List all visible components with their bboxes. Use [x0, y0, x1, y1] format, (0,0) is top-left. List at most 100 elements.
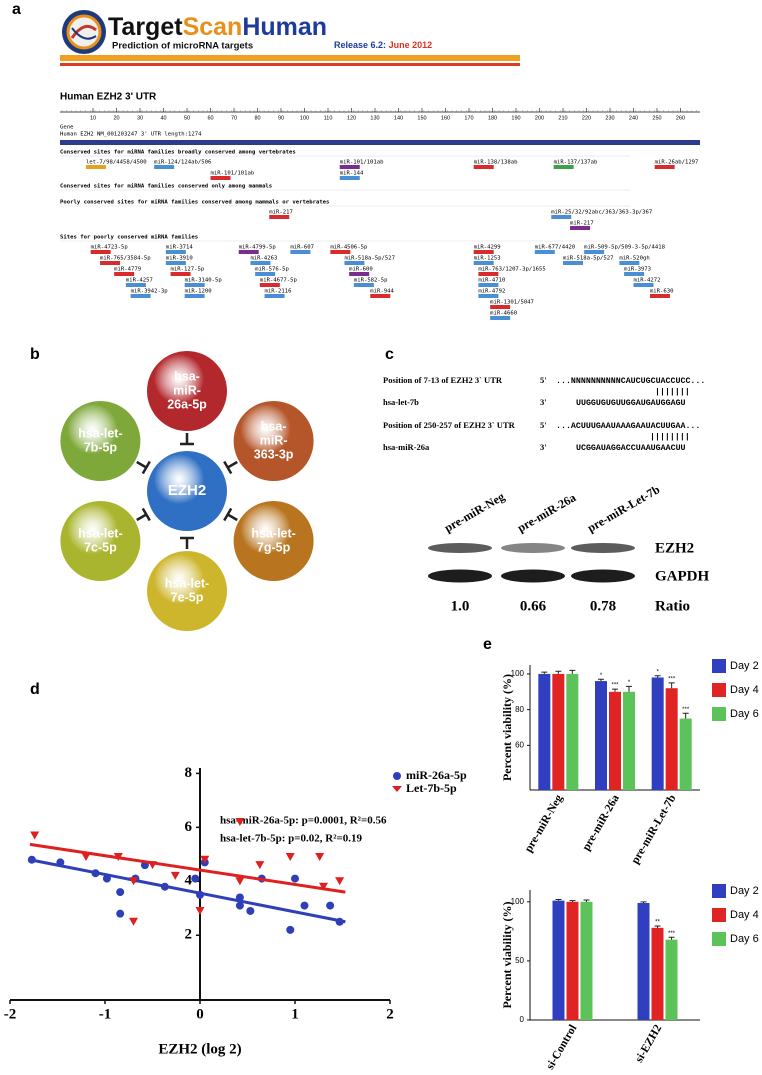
gene-header: Gene: [60, 125, 74, 131]
site-bar: [654, 165, 675, 169]
x-tick-label: pre-miR-Neg: [523, 793, 566, 855]
mirna-node: [147, 351, 227, 431]
y-tick-label: 0: [520, 1015, 525, 1024]
data-point: [129, 877, 138, 886]
site-bar: [478, 283, 499, 287]
legend-label: Day 4: [730, 684, 759, 696]
protein-label: EZH2: [655, 540, 694, 556]
site-label: miR-4677-5p: [260, 278, 298, 284]
inhibition-bar: [223, 507, 233, 522]
site-bar: [478, 294, 499, 298]
utr-sequence: ...ACUUUGAAUAAAGAAUACUUGAA...: [556, 422, 700, 431]
site-label: miR-1200: [185, 289, 212, 295]
logo-core: [66, 14, 102, 50]
site-bar: [551, 215, 572, 219]
bar: [609, 691, 621, 790]
mirna-label: miR-: [260, 433, 288, 447]
release: Release 6.2: June 2012: [334, 40, 432, 50]
site-label: miR-137/137ab: [554, 160, 598, 166]
site-bar: [184, 294, 205, 298]
data-point: [30, 831, 40, 840]
blot-band: [428, 569, 492, 583]
blot-band: [501, 569, 565, 583]
mirna-label: miR-: [173, 383, 201, 397]
logo-part: Scan: [183, 13, 243, 41]
ruler-label: 140: [394, 115, 403, 121]
data-point: [116, 888, 125, 897]
fit-line: [29, 858, 346, 924]
legend-label: miR-26a-5p: [406, 768, 467, 782]
mirna-node: [147, 551, 227, 631]
ruler-label: 110: [324, 115, 333, 121]
legend-swatch: [712, 659, 726, 673]
ratio-label: Ratio: [655, 598, 690, 614]
site-label: miR-127-5p: [171, 267, 205, 273]
ezh2-node: [147, 451, 227, 531]
data-point: [285, 853, 295, 862]
blot-band: [571, 543, 635, 553]
site-bar: [259, 283, 280, 287]
ruler-label: 240: [629, 115, 638, 121]
site-bar: [478, 272, 499, 276]
site-bar: [90, 250, 111, 254]
significance-label: ***: [682, 707, 690, 713]
ruler-label: 90: [278, 115, 284, 121]
alignment-label: hsa-miR-26a: [383, 442, 430, 452]
site-label: miR-607: [290, 245, 314, 251]
data-point: [300, 901, 309, 910]
mirna-sequence: UUGGUGUGUUGGAUGAUGGAGU: [576, 399, 686, 408]
alignment-label: Position of 250-257 of EZH2 3` UTR: [383, 420, 516, 430]
alignment-label: Position of 7-13 of EZH2 3` UTR: [383, 375, 503, 385]
site-label: miR-944: [370, 289, 394, 295]
bar: [665, 939, 678, 1020]
legend-marker: [392, 786, 402, 792]
site-label: miR-26ab/1297: [655, 160, 699, 166]
y-tick-label: 100: [511, 669, 525, 678]
blot-band: [571, 569, 635, 583]
legend-marker: [393, 772, 401, 780]
logo-helix: [70, 24, 97, 39]
error-bar: [598, 678, 604, 682]
site-label: miR-4660: [490, 311, 517, 317]
stat-annotation: hsa-miR-26a-5p: p=0.0001, R²=0.56: [220, 815, 387, 827]
mirna-node: [233, 401, 314, 481]
mirna-label: 7c-5p: [84, 540, 117, 554]
ratio-value: 0.66: [520, 598, 547, 614]
panel-letter: c: [385, 346, 394, 363]
site-label: miR-4710: [478, 278, 505, 284]
site-label: miR-518a-5p/527: [563, 256, 614, 262]
site-bar: [633, 283, 654, 287]
data-point: [319, 882, 328, 891]
gene-name: Human EZH2 NM_001203247 3' UTR length:12…: [60, 132, 202, 138]
site-label: miR-4792: [478, 289, 505, 295]
panel-letter: e: [483, 636, 492, 653]
y-tick-label: 100: [511, 897, 525, 906]
bar: [552, 673, 565, 790]
site-label: miR-4257: [126, 278, 153, 284]
ruler-label: 230: [605, 115, 614, 121]
site-label: miR-3942-3p: [131, 289, 169, 295]
site-bar: [473, 261, 494, 265]
error-bar: [654, 925, 661, 928]
x-tick-label: si-EZH2: [633, 1023, 664, 1065]
section-header: Sites for poorly conserved miRNA familie…: [60, 235, 198, 241]
bar: [595, 681, 607, 790]
site-label: miR-217: [269, 210, 293, 216]
site-bar: [584, 250, 605, 254]
logo-icon: [62, 10, 106, 54]
gene-track: [60, 140, 700, 145]
bar: [538, 673, 551, 790]
error-bar: [654, 675, 661, 678]
x-tick-label: -2: [4, 1006, 17, 1022]
data-point: [235, 877, 245, 886]
stat-annotation: hsa-let-7b-5p: p=0.02, R²=0.19: [220, 833, 363, 845]
site-label: miR-582-5p: [354, 278, 388, 284]
legend-label: Day 2: [730, 660, 759, 672]
inhibition-edge: [136, 513, 147, 522]
bar: [651, 927, 664, 1020]
significance-label: *: [656, 669, 659, 675]
site-label: miR-138/138ab: [474, 160, 518, 166]
inhibition-bar: [141, 460, 151, 475]
